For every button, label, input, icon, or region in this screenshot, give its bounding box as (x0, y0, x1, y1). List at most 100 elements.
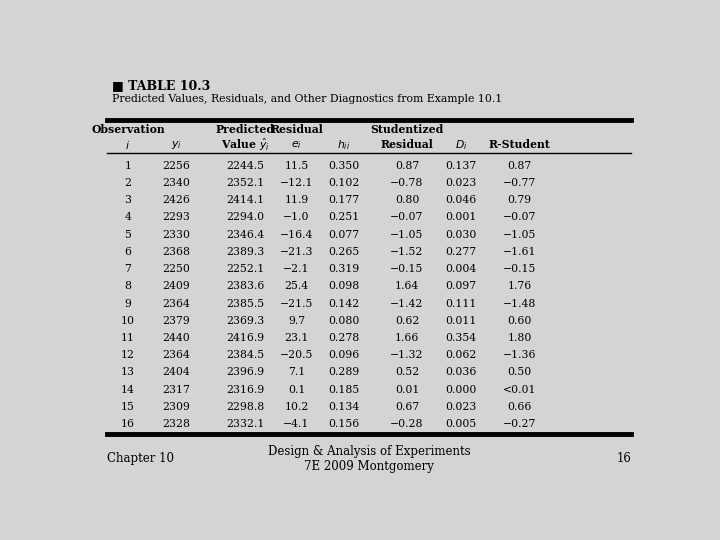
Text: −1.52: −1.52 (390, 247, 423, 257)
Text: 0.036: 0.036 (446, 368, 477, 377)
Text: 11.9: 11.9 (284, 195, 309, 205)
Text: 2316.9: 2316.9 (226, 384, 264, 395)
Text: 0.098: 0.098 (328, 281, 359, 292)
Text: 2426: 2426 (163, 195, 190, 205)
Text: −0.07: −0.07 (503, 212, 536, 222)
Text: −0.07: −0.07 (390, 212, 423, 222)
Text: 0.1: 0.1 (288, 384, 305, 395)
Text: 25.4: 25.4 (284, 281, 309, 292)
Text: Residual: Residual (270, 124, 323, 135)
Text: 0.80: 0.80 (395, 195, 419, 205)
Text: 16: 16 (616, 453, 631, 465)
Text: 0.111: 0.111 (446, 299, 477, 308)
Text: $y_i$: $y_i$ (171, 139, 182, 151)
Text: 0.080: 0.080 (328, 316, 359, 326)
Text: 2298.8: 2298.8 (226, 402, 264, 412)
Text: 16: 16 (121, 419, 135, 429)
Text: −2.1: −2.1 (283, 264, 310, 274)
Text: 0.60: 0.60 (508, 316, 532, 326)
Text: 0.102: 0.102 (328, 178, 359, 188)
Text: 0.62: 0.62 (395, 316, 419, 326)
Text: 0.87: 0.87 (395, 161, 419, 171)
Text: −1.05: −1.05 (503, 230, 536, 240)
Text: 12: 12 (121, 350, 135, 360)
Text: 0.67: 0.67 (395, 402, 419, 412)
Text: 0.52: 0.52 (395, 368, 419, 377)
Text: 1: 1 (125, 161, 132, 171)
Text: 0.156: 0.156 (328, 419, 359, 429)
Text: <0.01: <0.01 (503, 384, 536, 395)
Text: −0.78: −0.78 (390, 178, 423, 188)
Text: 2352.1: 2352.1 (226, 178, 264, 188)
Text: −20.5: −20.5 (280, 350, 313, 360)
Text: 0.79: 0.79 (508, 195, 532, 205)
Text: 2250: 2250 (163, 264, 190, 274)
Text: 5: 5 (125, 230, 131, 240)
Text: Studentized: Studentized (370, 124, 444, 135)
Text: −1.36: −1.36 (503, 350, 536, 360)
Text: 0.137: 0.137 (446, 161, 477, 171)
Text: Observation: Observation (91, 124, 165, 135)
Text: 2364: 2364 (163, 350, 190, 360)
Text: −0.15: −0.15 (390, 264, 423, 274)
Text: −0.28: −0.28 (390, 419, 423, 429)
Text: −1.42: −1.42 (390, 299, 423, 308)
Text: Design & Analysis of Experiments
7E 2009 Montgomery: Design & Analysis of Experiments 7E 2009… (268, 445, 470, 473)
Text: 0.023: 0.023 (446, 402, 477, 412)
Text: 2369.3: 2369.3 (226, 316, 264, 326)
Text: 0.87: 0.87 (508, 161, 532, 171)
Text: 0.177: 0.177 (328, 195, 359, 205)
Text: 0.000: 0.000 (446, 384, 477, 395)
Text: $i$: $i$ (125, 139, 130, 151)
Text: 2340: 2340 (163, 178, 190, 188)
Text: 2385.5: 2385.5 (226, 299, 264, 308)
Text: 2364: 2364 (163, 299, 190, 308)
Text: 0.185: 0.185 (328, 384, 359, 395)
Text: −4.1: −4.1 (283, 419, 310, 429)
Text: 2328: 2328 (163, 419, 191, 429)
Text: 15: 15 (121, 402, 135, 412)
Text: 7: 7 (125, 264, 131, 274)
Text: 0.046: 0.046 (446, 195, 477, 205)
Text: 2379: 2379 (163, 316, 190, 326)
Text: 0.251: 0.251 (328, 212, 359, 222)
Text: 7.1: 7.1 (288, 368, 305, 377)
Text: 2293: 2293 (163, 212, 190, 222)
Text: 2440: 2440 (163, 333, 190, 343)
Text: Predicted: Predicted (215, 124, 274, 135)
Text: 2368: 2368 (163, 247, 191, 257)
Text: −0.27: −0.27 (503, 419, 536, 429)
Text: $e_i$: $e_i$ (291, 139, 302, 151)
Text: 2332.1: 2332.1 (226, 419, 264, 429)
Text: 2294.0: 2294.0 (226, 212, 264, 222)
Text: R-Student: R-Student (489, 139, 551, 150)
Text: −1.0: −1.0 (283, 212, 310, 222)
Text: −1.61: −1.61 (503, 247, 536, 257)
Text: 13: 13 (121, 368, 135, 377)
Text: $h_{ii}$: $h_{ii}$ (338, 138, 351, 152)
Text: 0.66: 0.66 (508, 402, 532, 412)
Text: 0.030: 0.030 (446, 230, 477, 240)
Text: 2383.6: 2383.6 (226, 281, 264, 292)
Text: 0.134: 0.134 (328, 402, 359, 412)
Text: 10: 10 (121, 316, 135, 326)
Text: 2414.1: 2414.1 (226, 195, 264, 205)
Text: 0.023: 0.023 (446, 178, 477, 188)
Text: 0.350: 0.350 (328, 161, 359, 171)
Text: 1.76: 1.76 (508, 281, 532, 292)
Text: −21.3: −21.3 (279, 247, 313, 257)
Text: 2252.1: 2252.1 (226, 264, 264, 274)
Text: 2416.9: 2416.9 (226, 333, 264, 343)
Text: 2404: 2404 (163, 368, 190, 377)
Text: −0.77: −0.77 (503, 178, 536, 188)
Text: 9: 9 (125, 299, 131, 308)
Text: −12.1: −12.1 (279, 178, 313, 188)
Text: 0.077: 0.077 (328, 230, 359, 240)
Text: 0.096: 0.096 (328, 350, 359, 360)
Text: 2396.9: 2396.9 (226, 368, 264, 377)
Text: 2409: 2409 (163, 281, 190, 292)
Text: 0.001: 0.001 (446, 212, 477, 222)
Text: 1.80: 1.80 (508, 333, 532, 343)
Text: −1.05: −1.05 (390, 230, 423, 240)
Text: 2256: 2256 (163, 161, 190, 171)
